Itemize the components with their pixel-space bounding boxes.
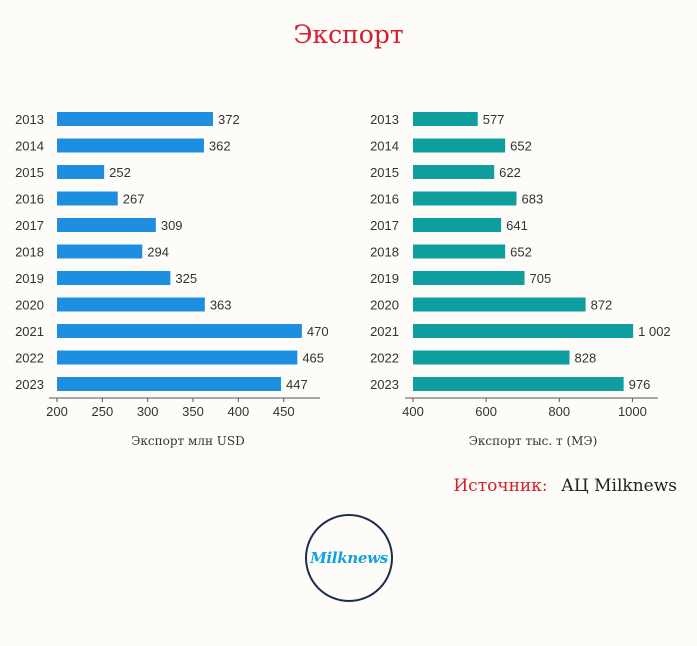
bar xyxy=(57,324,302,338)
value-label: 641 xyxy=(506,218,528,233)
x-axis-label: Экспорт млн USD xyxy=(131,434,244,448)
value-label: 652 xyxy=(510,245,532,260)
x-tick-label: 200 xyxy=(46,404,68,419)
value-label: 976 xyxy=(629,377,651,392)
bar xyxy=(413,297,586,312)
source-note: Источник: АЦ Milknews xyxy=(453,476,677,496)
category-label: 2013 xyxy=(370,112,399,127)
value-label: 470 xyxy=(307,324,329,339)
bar xyxy=(57,350,298,365)
bar xyxy=(57,165,105,179)
value-label: 828 xyxy=(575,351,597,366)
category-label: 2019 xyxy=(15,271,44,286)
category-label: 2018 xyxy=(15,245,44,260)
category-label: 2016 xyxy=(15,192,44,207)
bar xyxy=(413,271,525,285)
bar xyxy=(57,112,213,126)
category-label: 2017 xyxy=(15,218,44,233)
bar xyxy=(413,377,624,391)
source-label: Источник: xyxy=(453,476,548,496)
x-tick-label: 800 xyxy=(548,404,570,419)
value-label: 362 xyxy=(209,139,231,154)
category-label: 2016 xyxy=(370,192,399,207)
bar xyxy=(413,112,478,126)
value-label: 309 xyxy=(161,218,183,233)
bar xyxy=(413,138,506,153)
value-label: 465 xyxy=(302,351,324,366)
value-label: 447 xyxy=(286,377,308,392)
x-tick-label: 1000 xyxy=(618,404,647,419)
x-tick-label: 350 xyxy=(182,404,204,419)
category-label: 2014 xyxy=(370,139,399,154)
bar xyxy=(57,244,143,259)
bar xyxy=(57,377,282,391)
bar xyxy=(57,218,156,232)
bar xyxy=(413,191,517,206)
x-tick-label: 400 xyxy=(228,404,250,419)
bar xyxy=(57,297,205,312)
category-label: 2021 xyxy=(370,324,399,339)
category-label: 2023 xyxy=(15,377,44,392)
category-label: 2015 xyxy=(15,165,44,180)
category-label: 2014 xyxy=(15,139,44,154)
bar xyxy=(413,244,506,259)
x-tick-label: 400 xyxy=(402,404,424,419)
x-tick-label: 600 xyxy=(475,404,497,419)
bar xyxy=(413,350,570,365)
category-label: 2021 xyxy=(15,324,44,339)
value-label: 325 xyxy=(175,271,197,286)
value-label: 683 xyxy=(521,192,543,207)
source-value: АЦ Milknews xyxy=(561,476,677,496)
value-label: 372 xyxy=(218,112,240,127)
value-label: 872 xyxy=(591,298,613,313)
value-label: 267 xyxy=(123,192,145,207)
category-label: 2018 xyxy=(370,245,399,260)
category-label: 2019 xyxy=(370,271,399,286)
category-label: 2015 xyxy=(370,165,399,180)
bar xyxy=(413,218,502,232)
x-axis-label: Экспорт тыс. т (МЭ) xyxy=(469,434,598,448)
category-label: 2022 xyxy=(370,351,399,366)
value-label: 577 xyxy=(483,112,505,127)
category-label: 2020 xyxy=(15,298,44,313)
bar xyxy=(57,271,171,285)
value-label: 294 xyxy=(147,245,169,260)
bar xyxy=(57,191,118,206)
x-tick-label: 450 xyxy=(273,404,295,419)
value-label: 652 xyxy=(510,139,532,154)
export-charts: 2013 372 2014 362 2015 252 2016 267 2017 309 2018 2… xyxy=(15,112,671,448)
milknews-logo: Milknews xyxy=(305,514,393,602)
logo-text: Milknews xyxy=(310,549,388,567)
bar xyxy=(57,138,204,153)
value-label: 1 002 xyxy=(638,324,671,339)
value-label: 252 xyxy=(109,165,131,180)
category-label: 2023 xyxy=(370,377,399,392)
value-label: 705 xyxy=(530,271,552,286)
category-label: 2017 xyxy=(370,218,399,233)
page-title: Экспорт xyxy=(293,20,404,49)
bar xyxy=(413,324,634,338)
category-label: 2020 xyxy=(370,298,399,313)
value-label: 622 xyxy=(499,165,521,180)
category-label: 2013 xyxy=(15,112,44,127)
bar xyxy=(413,165,495,179)
value-label: 363 xyxy=(210,298,232,313)
x-tick-label: 250 xyxy=(91,404,113,419)
x-tick-label: 300 xyxy=(137,404,159,419)
category-label: 2022 xyxy=(15,351,44,366)
